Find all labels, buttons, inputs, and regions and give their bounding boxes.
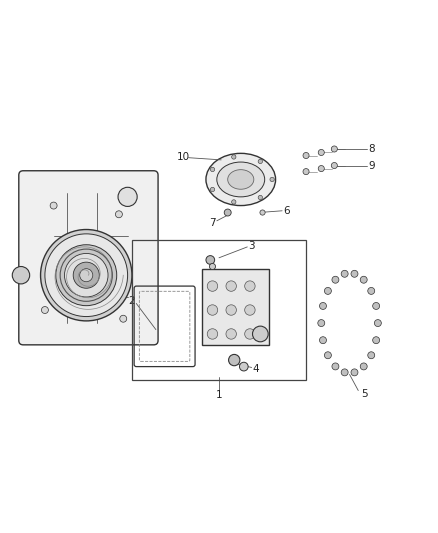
Text: 9: 9	[368, 160, 374, 171]
Text: 10: 10	[177, 152, 190, 162]
Circle shape	[332, 363, 339, 370]
Circle shape	[325, 352, 332, 359]
Circle shape	[207, 305, 218, 315]
Text: 4: 4	[253, 364, 259, 374]
Text: 6: 6	[283, 206, 290, 216]
Text: 8: 8	[368, 144, 374, 154]
Circle shape	[360, 276, 367, 283]
Circle shape	[45, 234, 127, 317]
Text: 1: 1	[215, 390, 223, 400]
Circle shape	[207, 329, 218, 339]
Circle shape	[360, 363, 367, 370]
Circle shape	[270, 177, 274, 182]
Circle shape	[232, 200, 236, 204]
Circle shape	[80, 269, 93, 282]
Circle shape	[318, 149, 324, 156]
Circle shape	[245, 281, 255, 292]
Circle shape	[120, 315, 127, 322]
Circle shape	[210, 187, 215, 192]
Circle shape	[64, 254, 108, 297]
Circle shape	[226, 305, 237, 315]
Circle shape	[245, 329, 255, 339]
Circle shape	[253, 326, 268, 342]
Circle shape	[232, 155, 236, 159]
Bar	[132, 240, 306, 379]
Ellipse shape	[217, 162, 265, 197]
Circle shape	[303, 168, 309, 175]
FancyBboxPatch shape	[19, 171, 158, 345]
Circle shape	[56, 245, 117, 305]
Circle shape	[118, 187, 137, 206]
Circle shape	[341, 369, 348, 376]
Circle shape	[229, 354, 240, 366]
Text: 3: 3	[248, 241, 255, 251]
Circle shape	[331, 163, 337, 168]
Circle shape	[351, 369, 358, 376]
Circle shape	[318, 166, 324, 172]
Circle shape	[12, 266, 30, 284]
Circle shape	[351, 270, 358, 277]
Circle shape	[319, 337, 326, 344]
Circle shape	[50, 202, 57, 209]
Circle shape	[331, 146, 337, 152]
Circle shape	[240, 362, 248, 371]
Circle shape	[73, 262, 99, 288]
Circle shape	[332, 276, 339, 283]
Bar	[201, 269, 269, 345]
Circle shape	[245, 305, 255, 315]
Circle shape	[226, 329, 237, 339]
Circle shape	[116, 211, 122, 218]
Circle shape	[260, 210, 265, 215]
Circle shape	[206, 256, 215, 264]
Text: 2: 2	[129, 296, 135, 306]
Circle shape	[303, 152, 309, 158]
Circle shape	[318, 320, 325, 327]
Circle shape	[368, 287, 375, 294]
Circle shape	[224, 209, 231, 216]
Circle shape	[373, 303, 380, 310]
Text: 7: 7	[209, 218, 216, 228]
Circle shape	[209, 263, 215, 270]
Ellipse shape	[228, 169, 254, 189]
Ellipse shape	[206, 154, 276, 206]
Circle shape	[341, 270, 348, 277]
Circle shape	[368, 352, 375, 359]
Circle shape	[207, 281, 218, 292]
Circle shape	[325, 287, 332, 294]
Circle shape	[41, 230, 132, 321]
Circle shape	[258, 195, 262, 200]
Circle shape	[42, 306, 48, 313]
Circle shape	[210, 167, 215, 172]
Text: 5: 5	[361, 389, 368, 399]
Circle shape	[226, 281, 237, 292]
Circle shape	[258, 159, 262, 164]
Circle shape	[374, 320, 381, 327]
Circle shape	[319, 303, 326, 310]
Circle shape	[373, 337, 380, 344]
